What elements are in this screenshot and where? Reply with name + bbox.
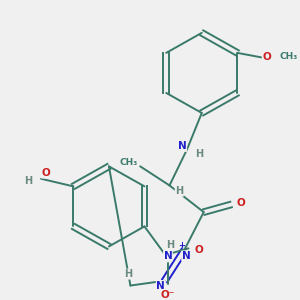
Text: H: H [24, 176, 32, 186]
Text: CH₃: CH₃ [279, 52, 297, 61]
Text: N: N [164, 251, 172, 261]
Text: H: H [175, 186, 183, 196]
Text: H: H [124, 269, 133, 279]
Text: O: O [195, 245, 204, 255]
Text: N: N [178, 141, 187, 151]
Text: CH₃: CH₃ [119, 158, 138, 167]
Text: O: O [262, 52, 271, 62]
Text: H: H [167, 239, 175, 250]
Text: O⁻: O⁻ [161, 290, 175, 300]
Text: N: N [182, 251, 190, 261]
Text: H: H [195, 149, 203, 159]
Text: +: + [178, 241, 185, 250]
Text: N: N [156, 280, 165, 290]
Text: O: O [42, 168, 50, 178]
Text: O: O [236, 198, 245, 208]
